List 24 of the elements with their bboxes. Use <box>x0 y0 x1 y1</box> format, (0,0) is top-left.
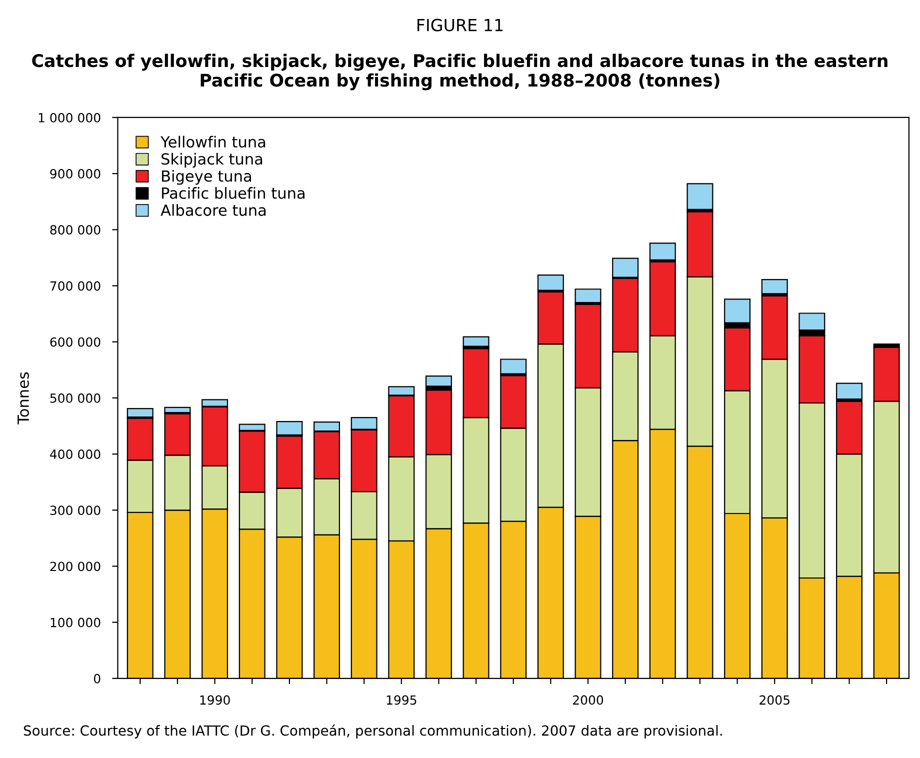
y-tick-label: 100 000 <box>50 618 100 628</box>
y-tick-label: 600 000 <box>50 337 100 347</box>
x-tick-label: 2005 <box>760 695 790 705</box>
chart-title: FIGURE 11 <box>418 18 503 32</box>
legend-label: Yellowfin tuna <box>160 136 266 148</box>
x-tick-label: 2000 <box>573 695 604 705</box>
y-tick-label: 200 000 <box>50 562 100 572</box>
x-tick-label: 1995 <box>386 695 416 705</box>
y-tick-label: 700 000 <box>50 281 100 291</box>
legend-label: Albacore tuna <box>160 204 266 216</box>
y-tick-label: 300 000 <box>50 506 100 516</box>
y-tick-label: 0 <box>94 674 100 684</box>
y-tick-label: 500 000 <box>50 393 100 403</box>
y-tick-label: 400 000 <box>50 450 100 459</box>
source-note: Source: Courtesy of the IATTC (Dr G. Compeán, personal communication). 2007 data are provisional. <box>24 724 722 738</box>
legend-label: Bigeye tuna <box>162 170 251 185</box>
legend-label: Skipjack tuna <box>162 152 262 168</box>
x-tick-label: 1990 <box>200 695 230 705</box>
y-tick-label: 800 000 <box>50 225 100 235</box>
y-tick-label: 1 000 000 <box>38 112 100 122</box>
y-axis-title: Tonnes <box>18 372 29 424</box>
y-tick-label: 900 000 <box>50 169 100 179</box>
legend-label: Pacific bluefin tuna <box>162 187 304 199</box>
chart-subtitle: Catches of yellowfin, skipjack, bigeye, Pacific bluefin and albacore tunas in the eastern Pacific Ocean by fishing method, 1988–2008 (tonnes) <box>32 54 888 90</box>
